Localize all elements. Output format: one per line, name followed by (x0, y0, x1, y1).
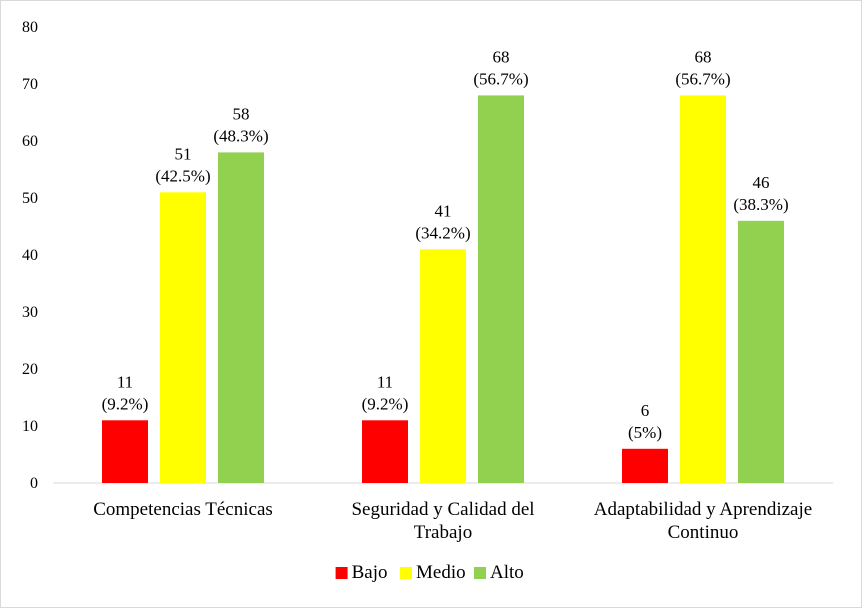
legend-label: Medio (416, 562, 466, 583)
y-tick-label: 80 (22, 19, 38, 36)
bar-bajo (102, 420, 148, 483)
x-category-label: Continuo (668, 522, 739, 543)
bar-alto (478, 95, 524, 484)
bar-bajo (362, 420, 408, 483)
y-tick-label: 60 (22, 133, 38, 150)
y-tick-label: 0 (30, 475, 38, 492)
data-label-value: 46 (753, 173, 770, 192)
legend-swatch-alto (474, 567, 486, 579)
y-tick-label: 40 (22, 247, 38, 264)
data-label-value: 58 (233, 104, 250, 123)
y-tick-label: 50 (22, 190, 38, 207)
data-label-value: 11 (377, 372, 393, 391)
legend-label: Alto (490, 562, 524, 583)
x-category-label: Trabajo (414, 522, 472, 543)
y-tick-label: 20 (22, 361, 38, 378)
y-tick-label: 70 (22, 76, 38, 93)
bar-alto (218, 152, 264, 483)
data-label-percent: (34.2%) (415, 223, 470, 242)
data-label-value: 68 (493, 47, 510, 66)
y-tick-label: 30 (22, 304, 38, 321)
data-label-value: 11 (117, 372, 133, 391)
data-label-percent: (42.5%) (155, 166, 210, 185)
data-label-percent: (9.2%) (102, 394, 149, 413)
data-label-value: 68 (695, 47, 712, 66)
x-category-label: Competencias Técnicas (93, 499, 273, 520)
bar-medio (160, 192, 206, 484)
data-label-value: 6 (641, 401, 650, 420)
bar-bajo (622, 448, 668, 483)
legend-swatch-bajo (335, 567, 348, 579)
data-label-value: 41 (435, 201, 452, 220)
bar-medio (420, 249, 466, 483)
x-category-label: Adaptabilidad y Aprendizaje (594, 499, 812, 520)
bar-medio (680, 95, 726, 484)
data-label-percent: (38.3%) (733, 195, 788, 214)
data-label-percent: (5%) (628, 423, 662, 442)
data-label-percent: (56.7%) (473, 69, 528, 88)
x-category-label: Seguridad y Calidad del (351, 499, 534, 520)
legend-label: Bajo (352, 562, 388, 583)
data-label-percent: (56.7%) (675, 69, 730, 88)
data-label-value: 51 (175, 144, 192, 163)
bar-alto (738, 220, 784, 484)
data-label-percent: (9.2%) (362, 394, 409, 413)
legend-swatch-medio (400, 567, 412, 579)
data-label-percent: (48.3%) (213, 126, 268, 145)
y-tick-label: 10 (22, 418, 38, 435)
